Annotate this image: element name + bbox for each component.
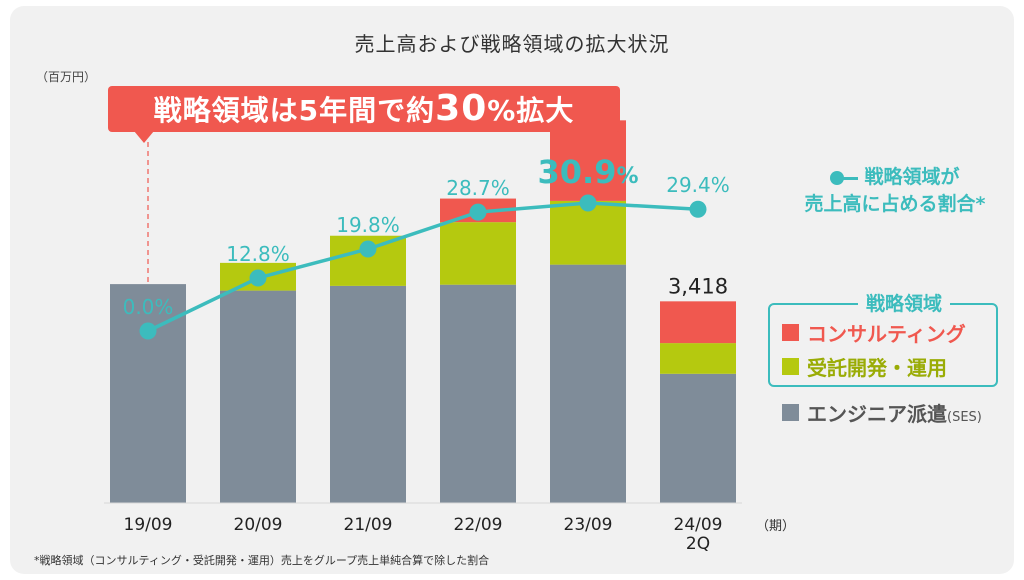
share-label: 28.7% <box>446 176 510 200</box>
x-tick-label: 24/09 <box>674 515 723 535</box>
legend-swatch-dev <box>782 358 799 375</box>
line-legend-line1: 戦略領域が <box>864 166 960 188</box>
callout-text-b: 30 <box>435 88 488 129</box>
bar-ses-24-09-2Q <box>660 373 736 503</box>
bar-ses-20-09 <box>220 290 296 503</box>
legend-label-consulting: コンサルティング <box>807 322 966 346</box>
share-label: 30.9% <box>538 153 639 191</box>
legend-swatch-ses <box>782 404 799 421</box>
share-point <box>249 269 267 287</box>
share-label: 12.8% <box>226 242 290 266</box>
share-point <box>689 200 707 218</box>
share-point <box>139 322 157 340</box>
callout-text-a: 戦略領域は5年間で約 <box>153 94 436 127</box>
bar-dev-23-09 <box>550 200 626 265</box>
bar-dev-24-09-2Q <box>660 343 736 374</box>
legend-item-dev: 受託開発・運用 <box>782 352 947 381</box>
bar-dev-22-09 <box>440 222 516 285</box>
bar-ses-21-09 <box>330 285 406 503</box>
x-tick-label: 21/09 <box>344 515 393 535</box>
bar-ses-23-09 <box>550 264 626 503</box>
legend-label-ses: エンジニア派遣(SES) <box>807 402 982 426</box>
bar-ses-22-09 <box>440 284 516 503</box>
line-legend-line2: 売上高に占める割合* <box>804 193 986 215</box>
y-unit-label: （百万円） <box>36 70 97 84</box>
x-unit-label: （期） <box>756 519 795 534</box>
share-point <box>469 203 487 221</box>
x-tick-label: 2Q <box>686 534 710 554</box>
callout-banner: 戦略領域は5年間で約30%拡大 <box>108 86 620 132</box>
legend-label-ses-suffix: (SES) <box>947 410 982 425</box>
share-point <box>359 240 377 258</box>
footnote: *戦略領域（コンサルティング・受託開発・運用）売上をグループ売上単純合算で除した… <box>34 554 490 567</box>
callout-text-c: %拡大 <box>487 94 575 127</box>
bar-consulting-23-09 <box>550 120 626 201</box>
legend-swatch-consulting <box>782 324 799 341</box>
x-tick-label: 22/09 <box>454 515 503 535</box>
share-line <box>147 201 699 333</box>
bar-total-label: 3,418 <box>668 274 728 298</box>
chart-title: 売上高および戦略領域の拡大状況 <box>354 32 670 56</box>
x-tick-label: 19/09 <box>124 515 173 535</box>
share-label: 19.8% <box>336 213 400 237</box>
bar-consulting-24-09-2Q <box>660 301 736 344</box>
share-label: 29.4% <box>666 173 730 197</box>
line-legend: 戦略領域が 売上高に占める割合* <box>780 164 1010 218</box>
share-point <box>579 194 597 212</box>
x-tick-label: 20/09 <box>234 515 283 535</box>
share-label: 0.0% <box>123 295 174 319</box>
line-marker-icon <box>830 170 859 185</box>
legend-item-consulting: コンサルティング <box>782 318 966 347</box>
legend-label-dev: 受託開発・運用 <box>807 356 947 380</box>
x-tick-label: 23/09 <box>564 515 613 535</box>
legend-group-title: 戦略領域 <box>858 289 951 316</box>
callout-pointer <box>134 131 154 143</box>
legend-item-ses: エンジニア派遣(SES) <box>782 398 982 427</box>
